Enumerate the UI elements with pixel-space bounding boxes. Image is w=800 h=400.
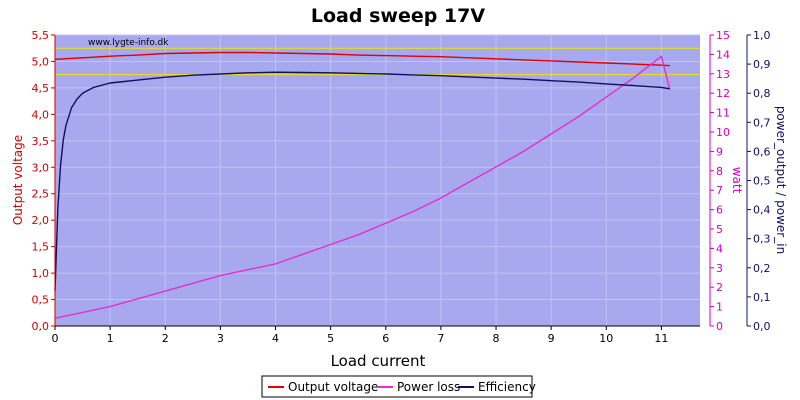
- right-ratio-tick-label: 0,3: [753, 233, 771, 246]
- right-axis-ratio-ticks: 0,0 0,1 0,2 0,3 0,4 0,5 0,6 0,7 0,8 0,9 1,0: [747, 29, 771, 333]
- x-tick-label: 4: [272, 332, 279, 345]
- x-tick-label: 9: [548, 332, 555, 345]
- right-watt-tick-label: 13: [716, 68, 730, 81]
- right-watt-tick-label: 8: [716, 165, 723, 178]
- left-tick-label: 3,5: [32, 135, 50, 148]
- x-axis-title: Load current: [331, 352, 426, 370]
- series-line-output-voltage: [54, 51, 670, 67]
- right-watt-tick-label: 5: [716, 223, 723, 236]
- x-tick-label: 1: [107, 332, 114, 345]
- right-watt-tick-label: 1: [716, 301, 723, 314]
- left-tick-label: 1,0: [32, 267, 50, 280]
- left-tick-label: 1,5: [32, 241, 50, 254]
- left-tick-label: 3,0: [32, 161, 50, 174]
- x-tick-label: 11: [654, 332, 668, 345]
- right-axis-watt-title: watt: [730, 167, 744, 194]
- legend: Output voltage Power loss Efficiency: [261, 375, 536, 398]
- legend-label-efficiency: Efficiency: [478, 380, 536, 394]
- left-axis-title: Output voltage: [11, 135, 25, 225]
- right-watt-tick-label: 7: [716, 184, 723, 197]
- series-line-efficiency: [54, 71, 670, 292]
- x-tick-label: 5: [327, 332, 334, 345]
- left-tick-label: 4,5: [32, 82, 50, 95]
- x-tick-label: 3: [217, 332, 224, 345]
- reference-lines: [55, 47, 700, 76]
- x-tick-label: 0: [52, 332, 59, 345]
- left-tick-label: 4,0: [32, 108, 50, 121]
- watermark: www.lygte-info.dk: [88, 38, 169, 48]
- x-tick-label: 7: [437, 332, 444, 345]
- right-watt-tick-label: 15: [716, 29, 730, 42]
- right-ratio-tick-label: 0,8: [753, 87, 771, 100]
- right-watt-tick-label: 6: [716, 204, 723, 217]
- legend-box: [261, 375, 533, 398]
- left-axis-ticks: 0,0 0,5 1,0 1,5 2,0 2,5 3,0 3,5 4,0 4,5 5,0 5,5: [32, 29, 55, 333]
- chart-title: Load sweep 17V: [311, 5, 485, 27]
- left-tick-label: 2,0: [32, 214, 50, 227]
- right-watt-tick-label: 4: [716, 242, 723, 255]
- series-layer: [54, 51, 671, 319]
- right-watt-tick-label: 9: [716, 145, 723, 158]
- right-ratio-tick-label: 0,6: [753, 145, 771, 158]
- right-ratio-tick-label: 1,0: [753, 29, 771, 42]
- right-ratio-tick-label: 0,7: [753, 116, 771, 129]
- right-ratio-tick-label: 0,2: [753, 262, 771, 275]
- left-tick-label: 0,0: [32, 320, 50, 333]
- left-tick-label: 0,5: [32, 294, 50, 307]
- x-tick-label: 10: [599, 332, 613, 345]
- right-ratio-tick-label: 0,5: [753, 175, 771, 188]
- left-tick-label: 5,5: [32, 29, 50, 42]
- right-watt-tick-label: 14: [716, 48, 730, 61]
- right-ratio-tick-label: 0,1: [753, 291, 771, 304]
- series-line-power-loss: [54, 55, 671, 319]
- right-ratio-tick-label: 0,0: [753, 320, 771, 333]
- right-watt-tick-label: 3: [716, 262, 723, 275]
- right-watt-tick-label: 0: [716, 320, 723, 333]
- x-tick-label: 6: [382, 332, 389, 345]
- right-axis-ratio-title: power_output / power_in: [774, 106, 788, 254]
- grid: [54, 34, 700, 327]
- right-watt-tick-label: 2: [716, 281, 723, 294]
- right-watt-tick-label: 11: [716, 107, 730, 120]
- x-tick-label: 2: [162, 332, 169, 345]
- right-watt-tick-label: 12: [716, 87, 730, 100]
- legend-label-output-voltage: Output voltage: [288, 380, 378, 394]
- right-ratio-tick-label: 0,9: [753, 58, 771, 71]
- left-tick-label: 2,5: [32, 188, 50, 201]
- legend-label-power-loss: Power loss: [397, 380, 460, 394]
- x-tick-label: 8: [493, 332, 500, 345]
- right-ratio-tick-label: 0,4: [753, 204, 771, 217]
- left-tick-label: 5,0: [32, 55, 50, 68]
- right-watt-tick-label: 10: [716, 126, 730, 139]
- x-axis-ticks: 0 1 2 3 4 5 6 7 8 9 10 11: [52, 326, 668, 345]
